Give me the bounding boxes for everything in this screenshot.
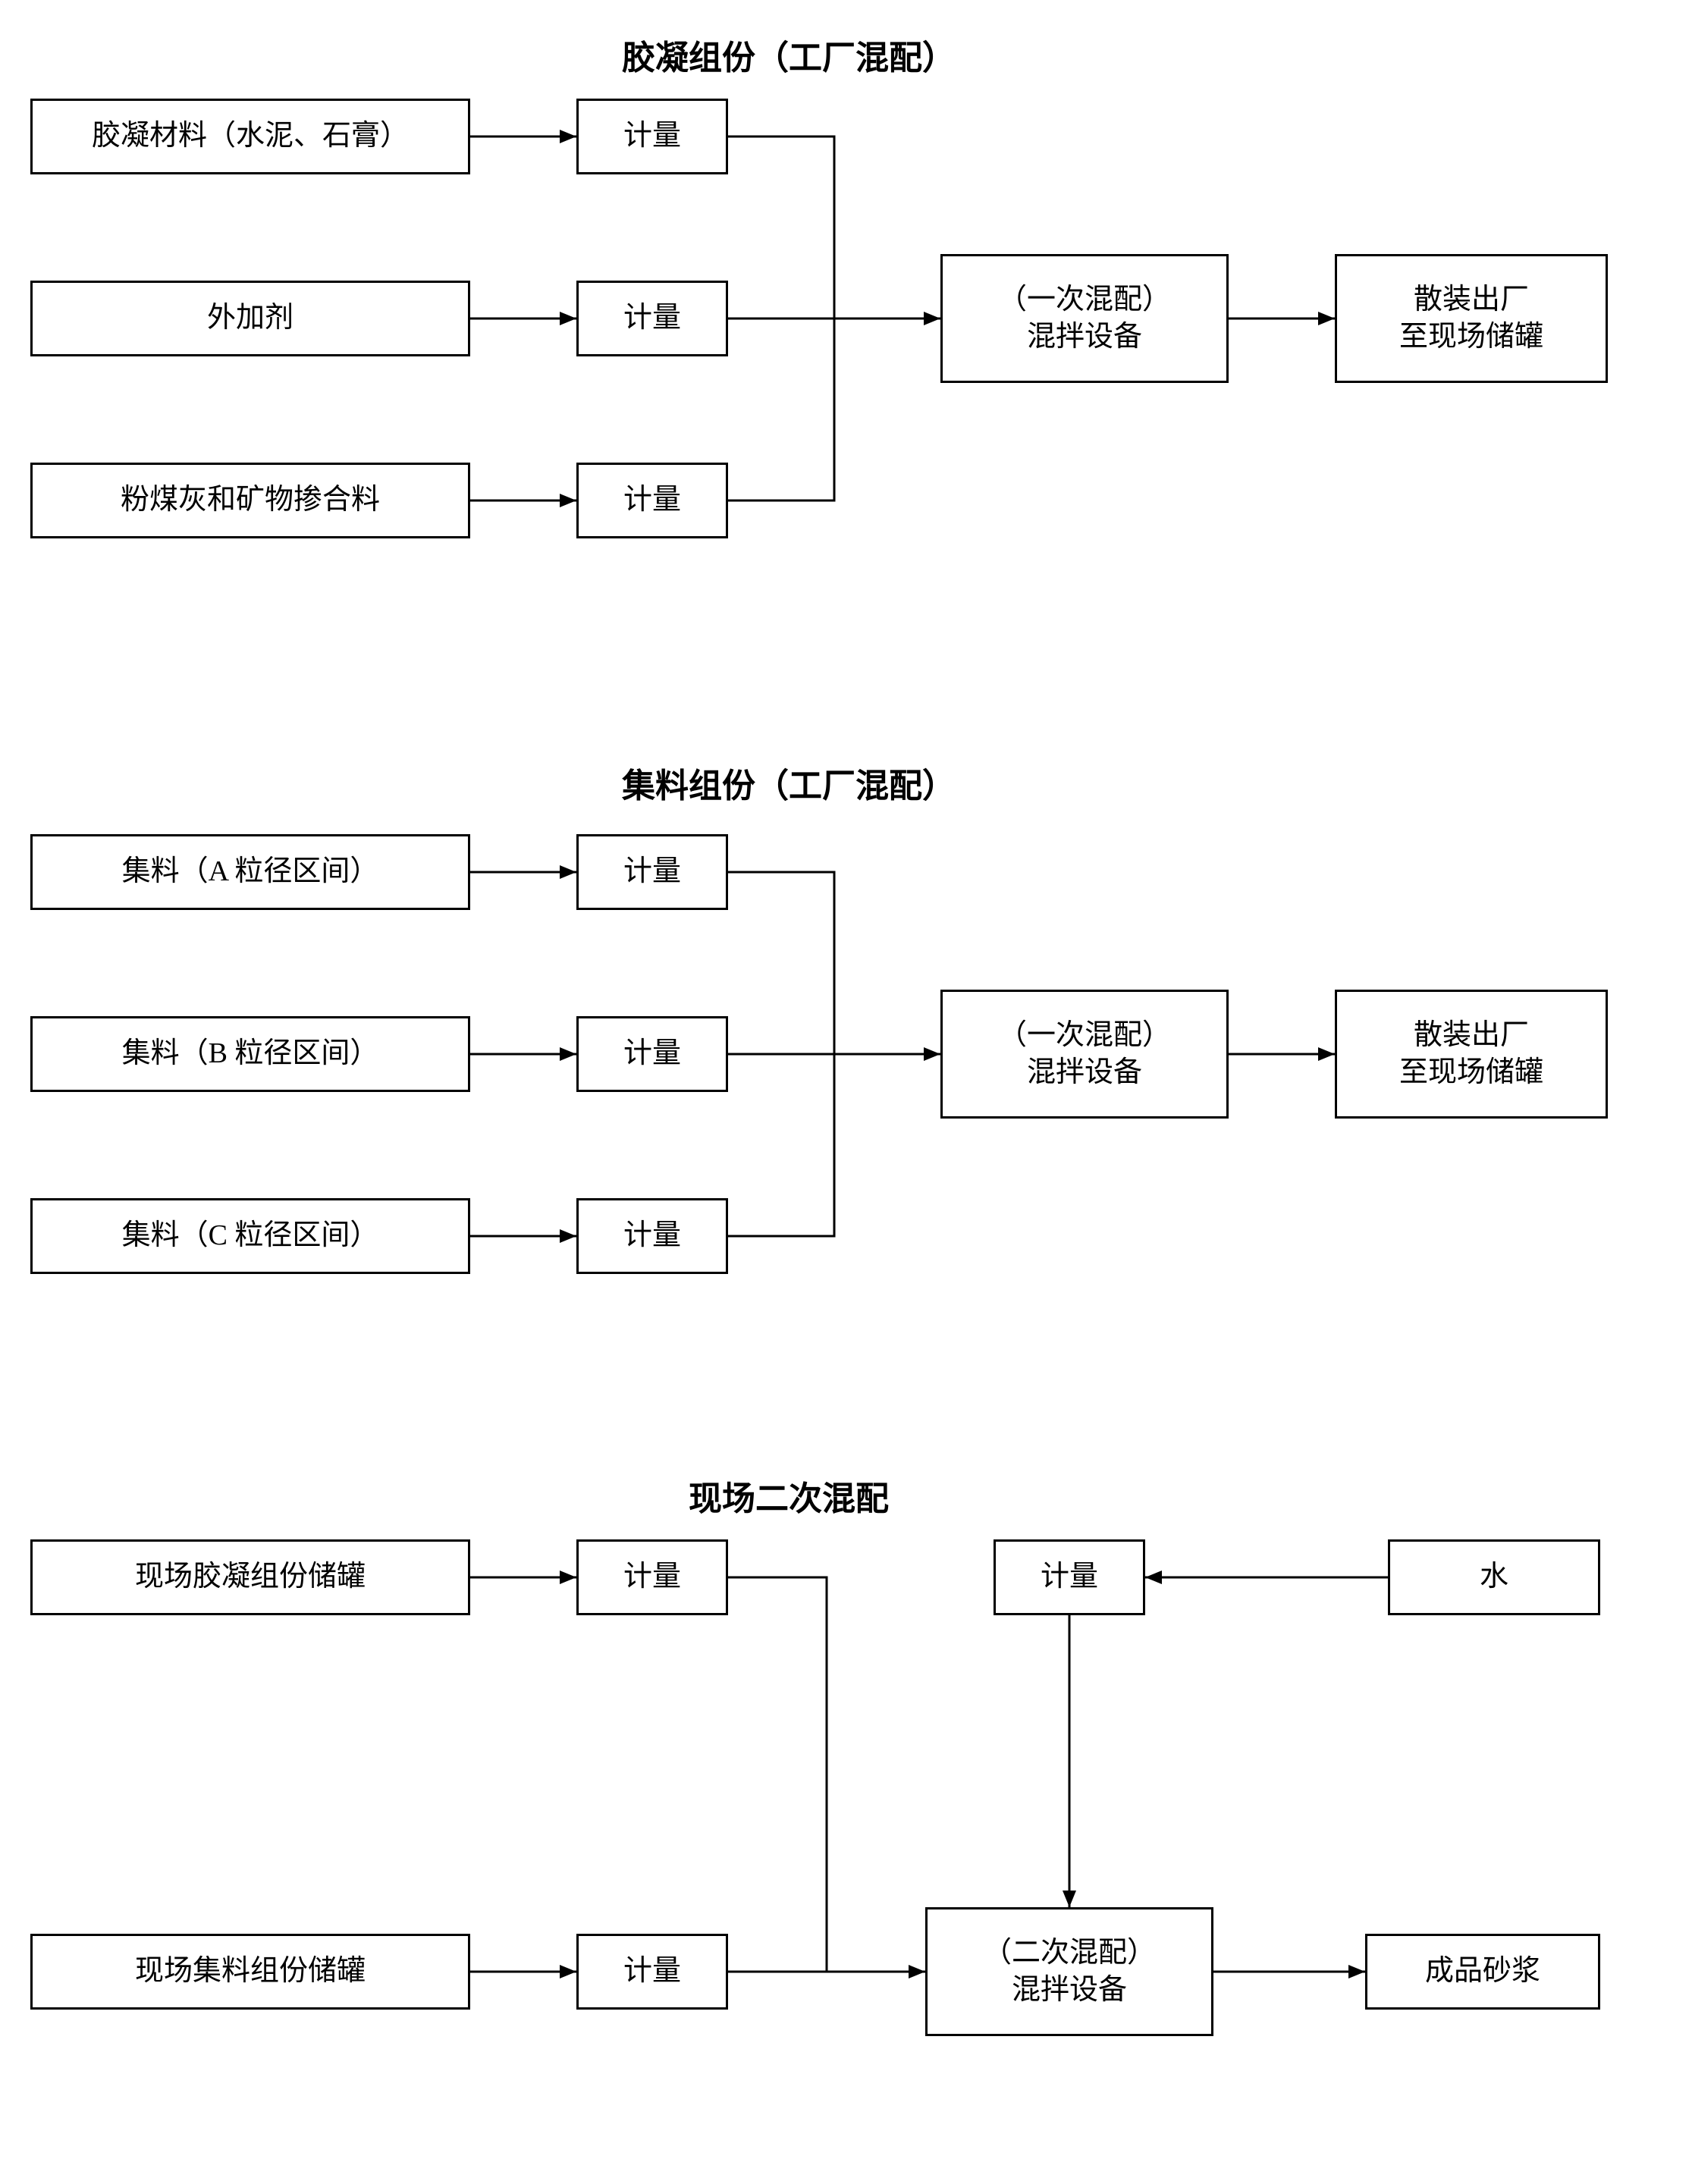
flow-node: 计量	[576, 1934, 728, 2010]
flow-node: （二次混配） 混拌设备	[925, 1907, 1213, 2036]
flow-node: 现场胶凝组份储罐	[30, 1539, 470, 1615]
flow-edge	[728, 318, 834, 500]
flow-node: 计量	[576, 281, 728, 356]
flow-node: 胶凝材料（水泥、石膏）	[30, 99, 470, 174]
section-title: 胶凝组份（工厂混配）	[523, 30, 1054, 79]
section-title: 集料组份（工厂混配）	[523, 758, 1054, 807]
section-title: 现场二次混配	[561, 1471, 1016, 1520]
flow-edge	[728, 1054, 834, 1236]
flow-node: 计量	[576, 1539, 728, 1615]
flow-node: 集料（B 粒径区间）	[30, 1016, 470, 1092]
flow-node: 集料（C 粒径区间）	[30, 1198, 470, 1274]
flow-node: 外加剂	[30, 281, 470, 356]
flow-node: 计量	[576, 1198, 728, 1274]
flow-edge	[728, 872, 834, 1054]
flow-node: 成品砂浆	[1365, 1934, 1600, 2010]
flow-node: 计量	[576, 834, 728, 910]
flow-node: 计量	[576, 463, 728, 538]
flow-node: 散装出厂 至现场储罐	[1335, 990, 1608, 1119]
flow-edge	[728, 136, 834, 318]
flow-node: 集料（A 粒径区间）	[30, 834, 470, 910]
flow-node: （一次混配） 混拌设备	[940, 254, 1229, 383]
flow-node: 计量	[994, 1539, 1145, 1615]
flow-edge	[728, 1577, 827, 1972]
flow-node: 散装出厂 至现场储罐	[1335, 254, 1608, 383]
flow-node: 现场集料组份储罐	[30, 1934, 470, 2010]
flow-node: 计量	[576, 1016, 728, 1092]
flow-node: 粉煤灰和矿物掺合料	[30, 463, 470, 538]
flow-node: 水	[1388, 1539, 1600, 1615]
flow-node: （一次混配） 混拌设备	[940, 990, 1229, 1119]
flowchart-root: 胶凝组份（工厂混配） 集料组份（工厂混配） 现场二次混配 胶凝材料（水泥、石膏） 外加剂…	[30, 30, 1662, 2154]
flow-node: 计量	[576, 99, 728, 174]
